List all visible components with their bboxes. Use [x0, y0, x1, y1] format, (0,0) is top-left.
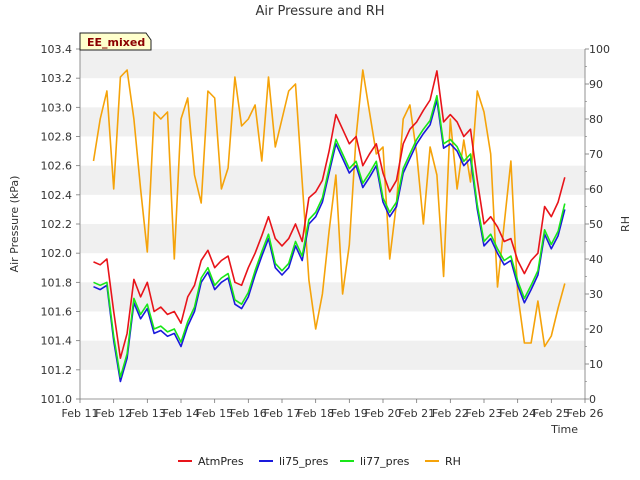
- y-tick-label: 101.2: [41, 364, 73, 377]
- x-tick-label: Feb 11: [62, 407, 99, 420]
- series-line-rh: [92, 69, 566, 348]
- y2-tick-label: 60: [589, 183, 603, 196]
- y-tick-label: 102.8: [41, 131, 73, 144]
- y2-tick-label: 0: [589, 393, 596, 406]
- y-tick-label: 103.0: [41, 101, 73, 114]
- x-tick-label: Feb 20: [365, 407, 402, 420]
- chart-title: Air Pressure and RH: [255, 4, 384, 19]
- x-tick-label: Feb 18: [297, 407, 334, 420]
- y-tick-label: 103.2: [41, 72, 73, 85]
- x-tick-label: Feb 23: [466, 407, 503, 420]
- grid-band: [80, 49, 585, 79]
- legend-label: li77_pres: [360, 455, 410, 468]
- y-tick-label: 101.6: [41, 306, 73, 319]
- x-tick-label: Feb 13: [129, 407, 166, 420]
- x-axis-title: Time: [550, 423, 578, 436]
- x-tick-label: Feb 25: [533, 407, 570, 420]
- x-tick-label: Feb 22: [432, 407, 469, 420]
- x-tick-label: Feb 24: [499, 407, 536, 420]
- y2-tick-label: 40: [589, 253, 603, 266]
- y2-tick-label: 100: [589, 43, 610, 56]
- y2-tick-label: 30: [589, 288, 603, 301]
- y2-axis-title: RH: [619, 216, 632, 232]
- y2-tick-label: 20: [589, 323, 603, 336]
- x-tick-label: Feb 12: [95, 407, 132, 420]
- badge: EE_mixed: [79, 32, 152, 51]
- legend-label: RH: [445, 455, 461, 468]
- x-tick-label: Feb 17: [264, 407, 301, 420]
- y2-axis-ticks: 0 10 20 30 40 50 60 70 80 90 100: [585, 43, 610, 406]
- y2-tick-label: 70: [589, 148, 603, 161]
- y-tick-label: 102.6: [41, 160, 73, 173]
- y-tick-label: 102.4: [41, 189, 73, 202]
- x-tick-label: Feb 14: [163, 407, 200, 420]
- y-axis-ticks: 101.0 101.2 101.4 101.6 101.8 102.0 102.2 102.4…: [41, 43, 80, 406]
- series-line-li75_pres: [93, 99, 566, 383]
- plot-lines: [92, 69, 566, 383]
- legend-label: li75_pres: [279, 455, 329, 468]
- x-tick-label: Feb 15: [196, 407, 233, 420]
- y-tick-label: 101.0: [41, 393, 73, 406]
- y-tick-label: 103.4: [41, 43, 73, 56]
- y2-tick-label: 80: [589, 113, 603, 126]
- y2-tick-label: 10: [589, 358, 603, 371]
- legend: AtmPres li75_pres li77_pres RH: [178, 455, 461, 468]
- y-tick-label: 102.2: [41, 218, 73, 231]
- y-tick-label: 102.0: [41, 247, 73, 260]
- y2-tick-label: 50: [589, 218, 603, 231]
- x-tick-label: Feb 26: [567, 407, 604, 420]
- series-line-li77_pres: [93, 94, 566, 378]
- badge-label: EE_mixed: [87, 36, 145, 49]
- y-axis-title: Air Pressure (kPa): [8, 176, 21, 273]
- y2-tick-label: 90: [589, 78, 603, 91]
- x-tick-label: Feb 21: [398, 407, 435, 420]
- y-tick-label: 101.4: [41, 335, 73, 348]
- badge-box: [79, 32, 152, 51]
- y-tick-label: 101.8: [41, 276, 73, 289]
- grid-band: [80, 340, 585, 370]
- legend-label: AtmPres: [198, 455, 244, 468]
- x-tick-label: Feb 16: [230, 407, 267, 420]
- grid-band: [80, 282, 585, 312]
- x-tick-label: Feb 19: [331, 407, 368, 420]
- grid-band: [80, 165, 585, 195]
- series-line-atmpres: [93, 70, 566, 360]
